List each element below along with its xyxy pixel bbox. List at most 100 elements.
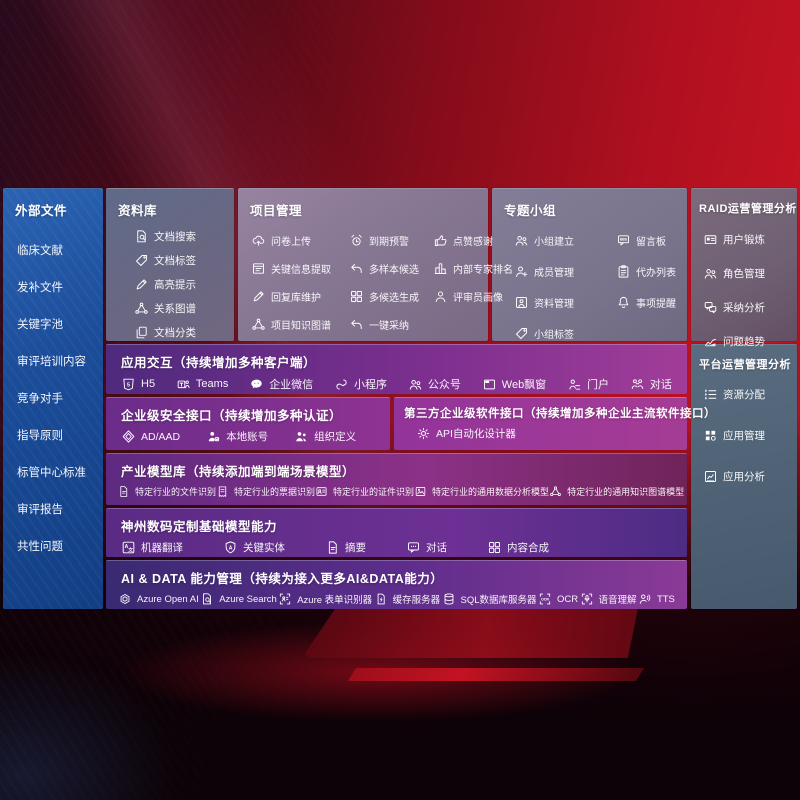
- item-person-add[interactable]: 成员管理: [514, 264, 616, 279]
- item-webwin[interactable]: Web飘窗: [482, 376, 546, 392]
- doc-search-icon: [134, 229, 149, 244]
- item-trend[interactable]: 问题趋势: [703, 334, 797, 349]
- openai-icon: [118, 592, 132, 606]
- item-ocr[interactable]: OCR: [538, 592, 578, 606]
- item-translate[interactable]: 机器翻译: [121, 540, 183, 555]
- item-entity[interactable]: 关键实体: [223, 540, 285, 555]
- item-rank[interactable]: 内部专家排名: [433, 261, 513, 276]
- item-cache[interactable]: 缓存服务器: [374, 592, 440, 606]
- item-pen[interactable]: 高亮提示: [134, 277, 234, 292]
- item-label: 关系图谱: [154, 303, 196, 315]
- item-idcard[interactable]: 用户锻炼: [703, 232, 797, 247]
- item-reply[interactable]: 多样本候选: [349, 261, 433, 276]
- item-doc[interactable]: 特定行业的文件识别: [117, 485, 216, 498]
- item-network[interactable]: 关系图谱: [134, 301, 234, 316]
- list-item[interactable]: 审评报告: [17, 501, 103, 517]
- item-label: SQL数据库服务器: [460, 595, 537, 606]
- item-chatdots[interactable]: 对话: [406, 540, 447, 555]
- item-label: 组织定义: [314, 431, 357, 443]
- group-icon: [703, 266, 718, 281]
- item-gear[interactable]: API自动化设计器: [416, 426, 516, 441]
- item-form[interactable]: Azure 表单识别器: [278, 592, 372, 606]
- item-label: 问卷上传: [271, 237, 311, 248]
- item-receipt[interactable]: 特定行业的票据识别: [216, 485, 315, 498]
- item-label: 一键采纳: [369, 321, 409, 332]
- section-title: 项目管理: [250, 204, 303, 218]
- album-icon: [514, 295, 529, 310]
- wechat-icon: [249, 377, 264, 392]
- band-industry-models: 产业模型库（持续添加端到端场景模型） 特定行业的文件识别 特定行业的票据识别 特定行…: [106, 453, 687, 505]
- item-chart-frame[interactable]: 应用分析: [703, 469, 797, 484]
- list-item[interactable]: 发补文件: [17, 279, 103, 295]
- list-item[interactable]: 竞争对手: [17, 390, 103, 406]
- item-doc-search[interactable]: Azure Search: [200, 592, 277, 606]
- item-list[interactable]: 资源分配: [703, 387, 797, 402]
- cache-icon: [374, 592, 388, 606]
- item-bbs[interactable]: 留言板: [616, 233, 687, 248]
- item-tag[interactable]: 小组标签: [514, 326, 616, 341]
- item-doc-search[interactable]: 文档搜索: [134, 229, 234, 244]
- item-clipboard[interactable]: 代办列表: [616, 264, 687, 279]
- item-label: 对话: [649, 379, 672, 391]
- item-label: 多样本候选: [369, 265, 419, 276]
- item-teams[interactable]: Teams: [176, 377, 228, 392]
- item-wechat[interactable]: 企业微信: [249, 376, 313, 392]
- list-item[interactable]: 关键字池: [17, 316, 103, 332]
- item-org[interactable]: 组织定义: [294, 429, 356, 444]
- item-network[interactable]: 项目知识图谱: [251, 317, 349, 332]
- item-cert[interactable]: 特定行业的证件识别: [315, 485, 414, 498]
- item-window[interactable]: 关键信息提取: [251, 261, 349, 276]
- item-group[interactable]: 角色管理: [703, 266, 797, 281]
- item-reply[interactable]: 一键采纳: [349, 317, 433, 332]
- item-cloud-up[interactable]: 问卷上传: [251, 233, 349, 248]
- item-tag[interactable]: 文档标签: [134, 253, 234, 268]
- sidebar-items: 临床文献发补文件关键字池审评培训内容竞争对手指导原则标管中心标准 审评报告共性问题: [3, 242, 103, 554]
- list-item[interactable]: 标管中心标准: [17, 464, 103, 480]
- item-apps[interactable]: 应用管理: [703, 428, 797, 443]
- list-item[interactable]: 共性问题: [17, 538, 103, 554]
- item-chat-qa[interactable]: 采纳分析: [703, 300, 797, 315]
- item-label: 审评培训内容: [17, 356, 86, 368]
- item-speech[interactable]: 语音理解: [580, 592, 637, 606]
- apps-icon: [703, 428, 718, 443]
- list-item[interactable]: 指导原则: [17, 427, 103, 443]
- item-group[interactable]: 小组建立: [514, 233, 616, 248]
- item-portal[interactable]: 门户: [567, 376, 609, 392]
- item-shield-d[interactable]: AD/AAD: [121, 429, 180, 444]
- list-item[interactable]: 临床文献: [17, 242, 103, 258]
- cert-icon: [315, 485, 328, 498]
- band-title: 产业模型库（持续添加端到端场景模型）: [121, 465, 356, 479]
- item-network[interactable]: 特定行业的通用知识图谱模型: [549, 485, 684, 498]
- window-icon: [251, 261, 266, 276]
- idcard-icon: [703, 232, 718, 247]
- band-title: 神州数码定制基础模型能力: [121, 520, 278, 534]
- item-account[interactable]: 本地账号: [206, 429, 268, 444]
- item-tts[interactable]: TTS: [638, 592, 675, 606]
- item-bell[interactable]: 事项提醒: [616, 295, 687, 310]
- item-pen[interactable]: 回复库维护: [251, 289, 349, 304]
- item-grid4[interactable]: 内容合成: [487, 540, 549, 555]
- band-title: 应用交互（持续增加多种客户端）: [121, 356, 317, 370]
- item-group[interactable]: 公众号: [408, 376, 461, 392]
- item-album[interactable]: 资料管理: [514, 295, 616, 310]
- bell-icon: [616, 295, 631, 310]
- item-thumb[interactable]: 点赞感谢: [433, 233, 513, 248]
- item-alarm[interactable]: 到期预警: [349, 233, 433, 248]
- section-data-library: 资料库 文档搜索 文档标签 高亮提示 关系图谱 文档分类: [106, 188, 234, 341]
- webwin-icon: [482, 377, 497, 392]
- item-label: 特定行业的文件识别: [135, 487, 217, 497]
- item-label: 内容合成: [507, 542, 549, 554]
- item-dialog[interactable]: 对话: [630, 376, 672, 392]
- docs-icon: [134, 325, 149, 340]
- item-openai[interactable]: Azure Open AI: [118, 592, 199, 606]
- item-h5[interactable]: H5: [121, 377, 155, 392]
- item-img[interactable]: 特定行业的通用数据分析模型: [414, 485, 549, 498]
- item-grid4[interactable]: 多候选生成: [349, 289, 433, 304]
- list-item[interactable]: 审评培训内容: [17, 353, 103, 369]
- item-label: 角色管理: [723, 268, 765, 280]
- item-docs[interactable]: 文档分类: [134, 325, 234, 340]
- item-person[interactable]: 评审员画像: [433, 289, 513, 304]
- item-doc[interactable]: 摘要: [325, 540, 366, 555]
- item-mini[interactable]: 小程序: [334, 376, 387, 392]
- item-db[interactable]: SQL数据库服务器: [442, 592, 537, 606]
